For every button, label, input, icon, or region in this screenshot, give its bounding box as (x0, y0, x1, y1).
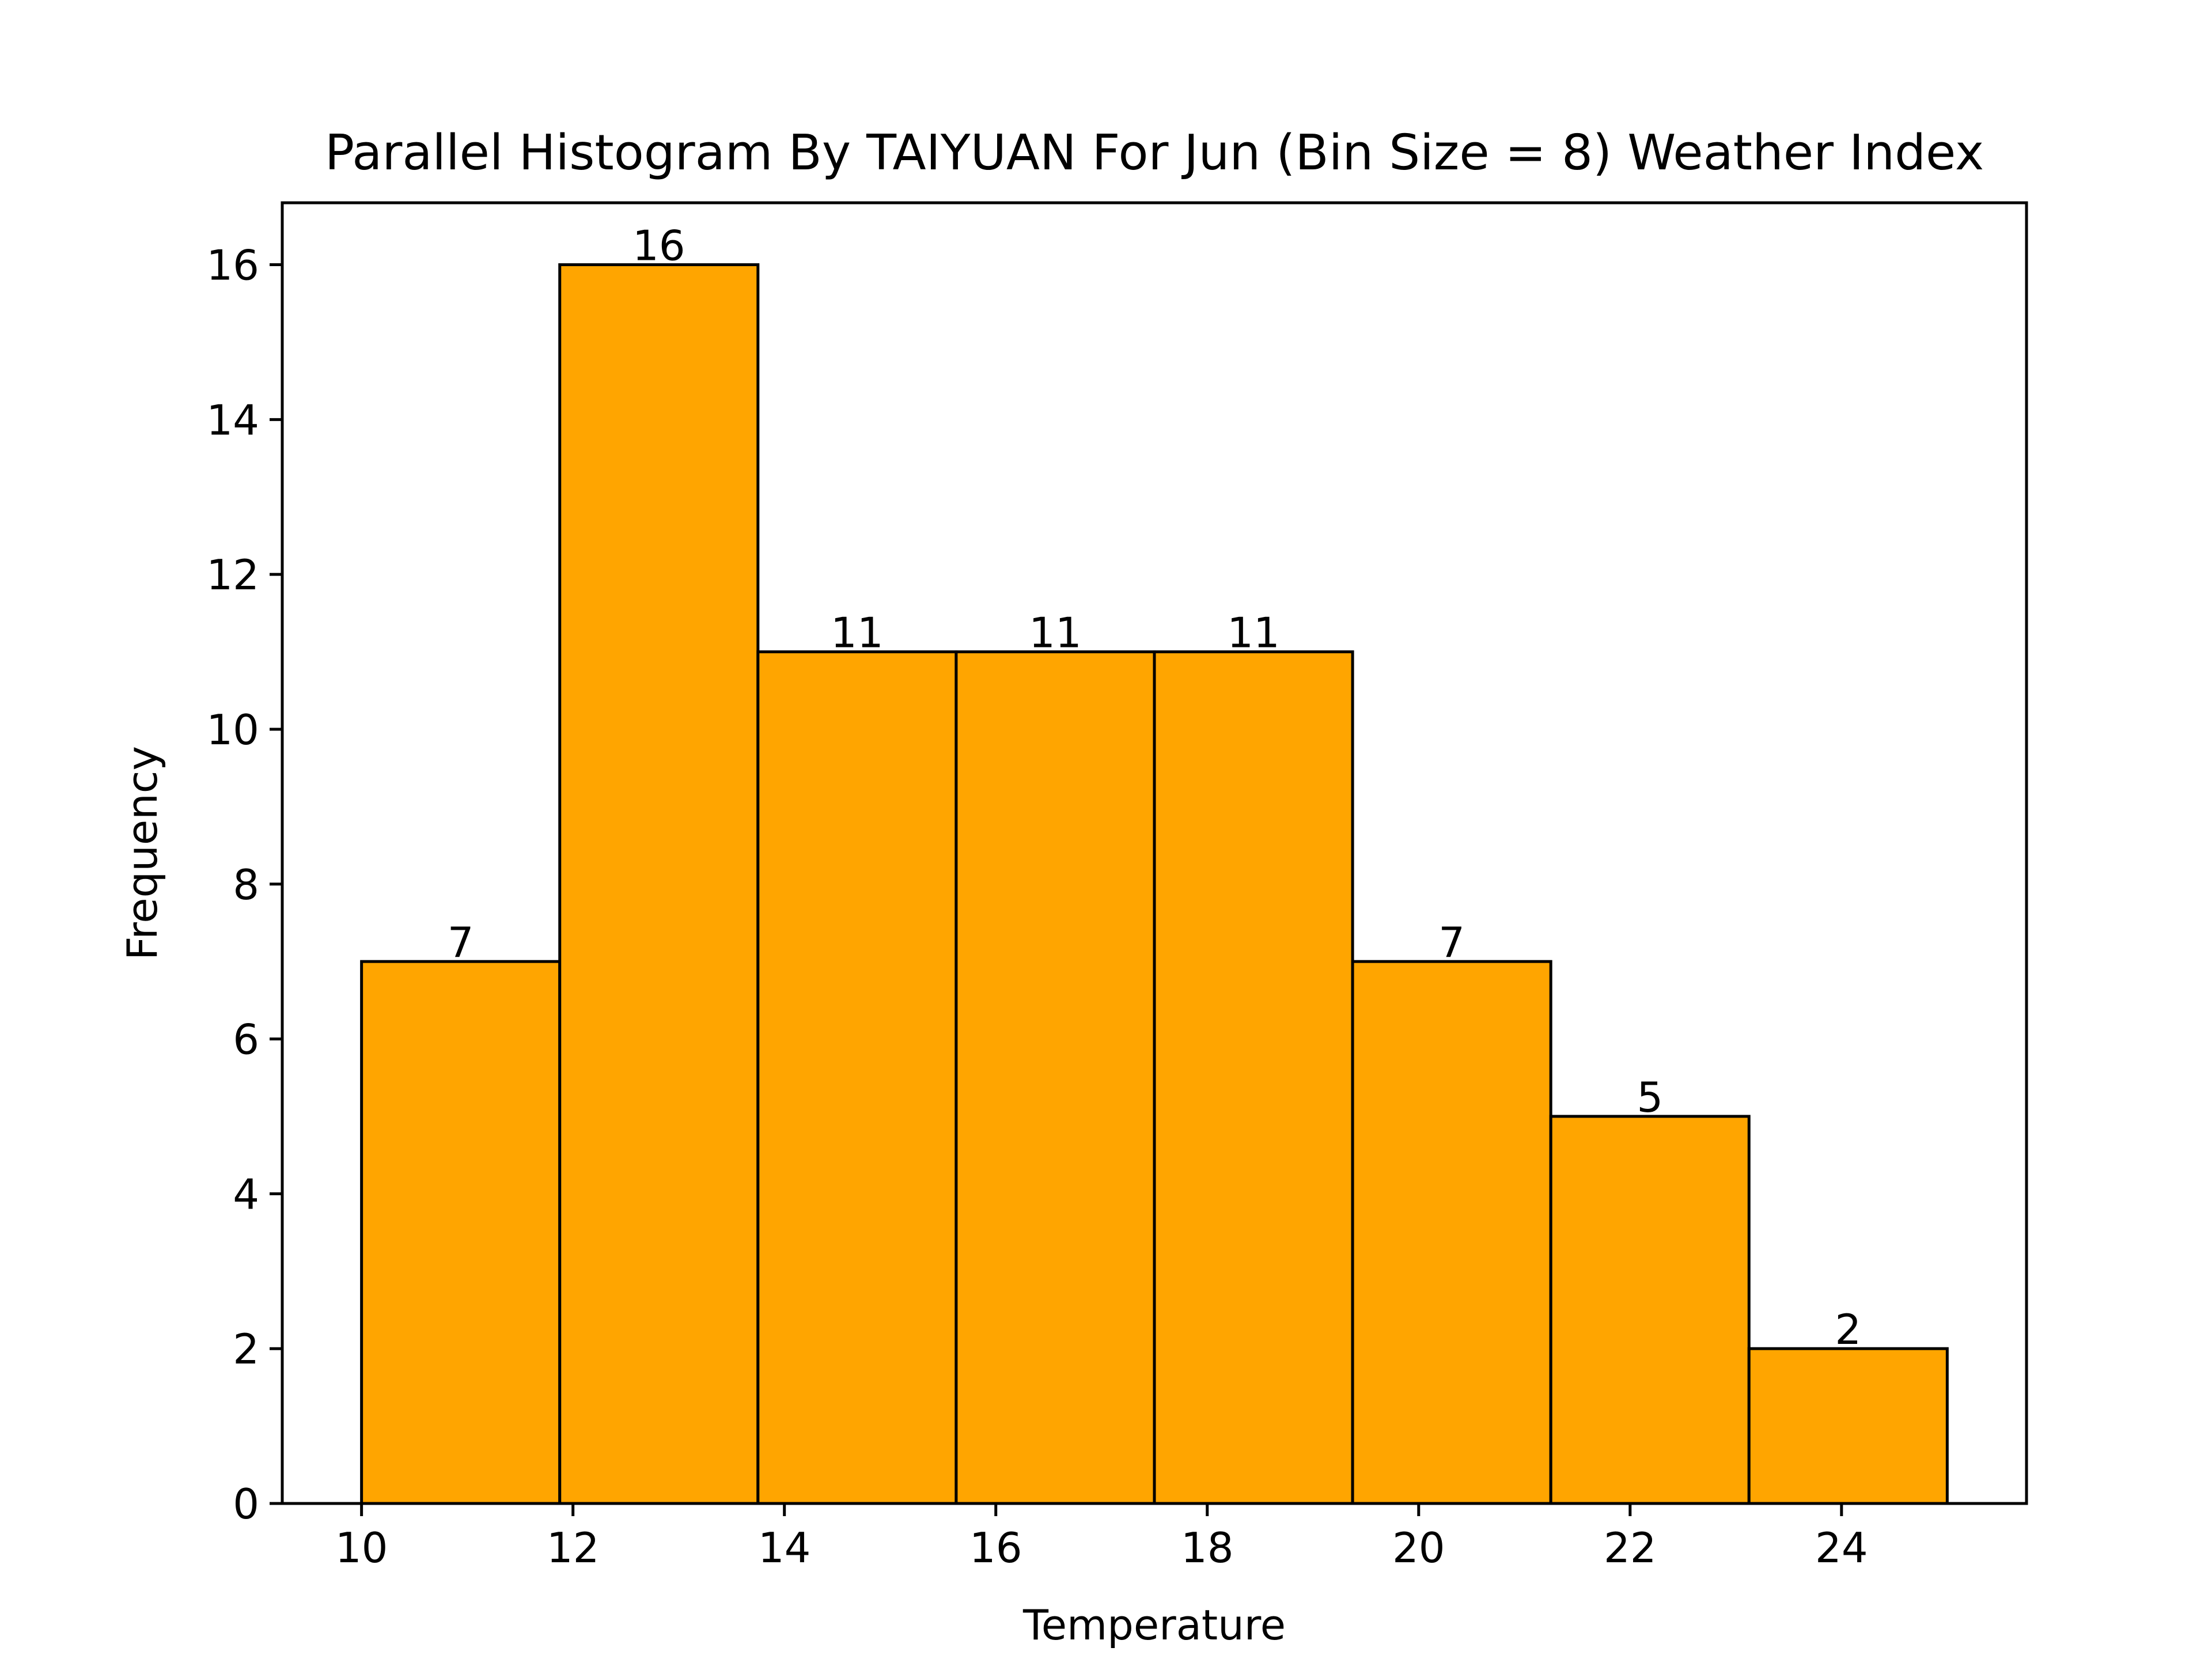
histogram-bar (360, 960, 562, 1505)
x-tick-label: 22 (1604, 1524, 1657, 1572)
bar-value-label: 16 (632, 222, 685, 270)
x-tick-label: 16 (969, 1524, 1022, 1572)
y-tick-label: 0 (233, 1480, 259, 1528)
bar-value-label: 11 (831, 609, 884, 657)
chart-title: Parallel Histogram By TAIYUAN For Jun (B… (325, 124, 1984, 181)
bar-value-label: 7 (1438, 918, 1465, 967)
histogram-bar (1351, 960, 1552, 1505)
y-tick-label: 4 (233, 1170, 259, 1218)
bar-value-label: 2 (1835, 1305, 1861, 1354)
y-tick-label: 14 (206, 396, 259, 444)
y-axis-ticks: 0 2 4 6 8 10 12 14 16 (206, 241, 282, 1528)
x-axis-ticks: 10 12 14 16 18 20 22 24 (335, 1503, 1868, 1572)
y-tick-label: 16 (206, 241, 259, 290)
x-tick-label: 18 (1181, 1524, 1234, 1572)
y-axis-label: Frequency (118, 746, 166, 960)
x-tick-label: 10 (335, 1524, 388, 1572)
histogram-bar (756, 650, 958, 1505)
data-labels-group: 7 16 11 11 11 7 5 2 (448, 222, 1861, 1354)
bars-group (360, 263, 1949, 1505)
histogram-bar (955, 650, 1156, 1505)
x-tick-label: 14 (758, 1524, 811, 1572)
x-tick-label: 12 (547, 1524, 600, 1572)
x-tick-label: 24 (1815, 1524, 1868, 1572)
y-tick-label: 8 (233, 861, 259, 909)
histogram-bar (1549, 1115, 1751, 1505)
bar-value-label: 11 (1029, 609, 1082, 657)
bar-value-label: 11 (1227, 609, 1280, 657)
x-tick-label: 20 (1392, 1524, 1445, 1572)
histogram-bar (1747, 1347, 1949, 1505)
y-tick-label: 6 (233, 1016, 259, 1064)
histogram-bar (558, 263, 760, 1505)
y-tick-label: 12 (206, 551, 259, 599)
x-axis-label: Temperature (1022, 1601, 1286, 1649)
plot-frame (281, 201, 2028, 1505)
y-tick-label: 10 (206, 706, 259, 754)
histogram-bar (1153, 650, 1354, 1505)
y-tick-label: 2 (233, 1325, 259, 1373)
bar-value-label: 5 (1637, 1073, 1663, 1122)
bar-value-label: 7 (448, 918, 474, 967)
